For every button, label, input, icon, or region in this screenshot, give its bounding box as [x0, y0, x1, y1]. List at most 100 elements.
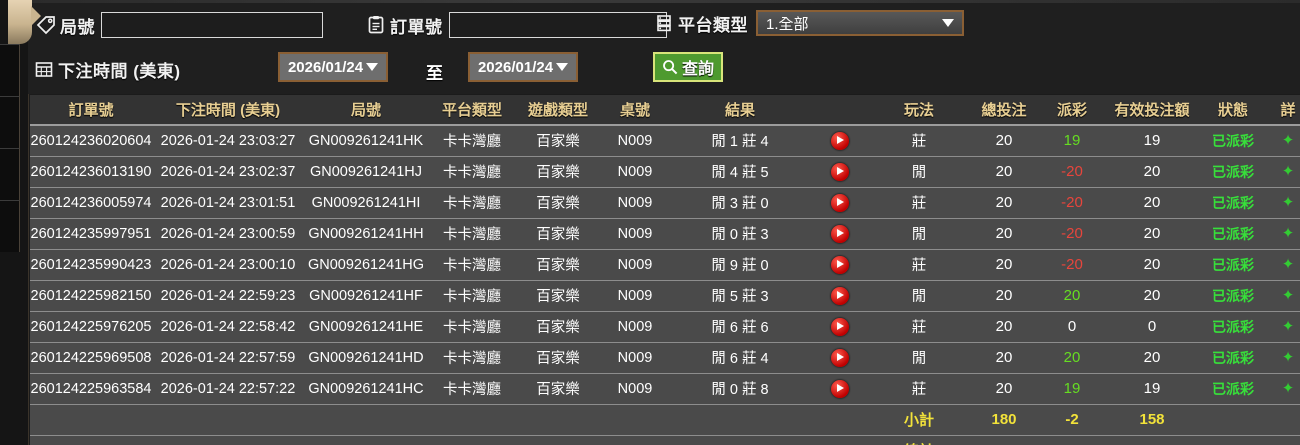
play-icon[interactable] — [831, 255, 849, 274]
cell-bet-mode: 閒 — [870, 218, 968, 250]
cell-replay[interactable] — [810, 342, 870, 374]
cell-table-no: N009 — [600, 156, 670, 188]
cell-total-bet: 20 — [968, 124, 1040, 157]
bet-time-from-group: 2026/01/24 — [278, 52, 388, 82]
col-result[interactable]: 結果 — [670, 95, 810, 126]
rail-tab-2[interactable] — [0, 96, 20, 148]
table-header-row: 訂單號 下注時間 (美東) 局號 平台類型 遊戲類型 桌號 結果 玩法 總投注 … — [30, 95, 1300, 126]
cell-detail[interactable]: ✦ — [1266, 342, 1300, 374]
cell-total-bet: 20 — [968, 342, 1040, 374]
table-row[interactable]: 260124236005974 2026-01-24 23:01:51 GN0092… — [30, 187, 1300, 219]
col-total-bet[interactable]: 總投注 — [968, 95, 1040, 126]
cell-valid-bet: 20 — [1104, 342, 1200, 374]
detail-icon[interactable]: ✦ — [1281, 224, 1295, 242]
col-game-type[interactable]: 遊戲類型 — [516, 95, 600, 126]
cell-detail[interactable]: ✦ — [1266, 249, 1300, 281]
detail-icon[interactable]: ✦ — [1281, 348, 1295, 366]
cell-game-no: GN009261241HF — [304, 280, 428, 312]
cell-table-no: N009 — [600, 218, 670, 250]
rail-tab-4[interactable] — [0, 200, 20, 252]
cell-replay[interactable] — [810, 187, 870, 219]
col-detail[interactable]: 詳 — [1266, 95, 1300, 126]
cell-bet-mode: 閒 — [870, 342, 968, 374]
col-platform[interactable]: 平台類型 — [428, 95, 516, 126]
detail-icon[interactable]: ✦ — [1281, 193, 1295, 211]
detail-icon[interactable]: ✦ — [1281, 286, 1295, 304]
col-game-no[interactable]: 局號 — [304, 95, 428, 126]
cell-replay[interactable] — [810, 249, 870, 281]
detail-icon[interactable]: ✦ — [1281, 131, 1295, 149]
bet-time-from-datepicker[interactable]: 2026/01/24 — [278, 52, 388, 82]
rail-tab-3[interactable] — [0, 148, 20, 200]
cell-platform: 卡卡灣廳 — [428, 342, 516, 374]
col-table-no[interactable]: 桌號 — [600, 95, 670, 126]
table-row[interactable]: 260124225976205 2026-01-24 22:58:42 GN0092… — [30, 311, 1300, 343]
platform-type-select[interactable]: 1.全部 — [756, 10, 964, 36]
bet-time-to-datepicker[interactable]: 2026/01/24 — [468, 52, 578, 82]
play-icon[interactable] — [831, 379, 849, 398]
col-bet-time[interactable]: 下注時間 (美東) — [152, 95, 304, 126]
cell-detail[interactable]: ✦ — [1266, 311, 1300, 343]
table-row[interactable]: 260124225969508 2026-01-24 22:57:59 GN0092… — [30, 342, 1300, 374]
play-icon[interactable] — [831, 193, 849, 212]
cell-replay[interactable] — [810, 373, 870, 405]
table-row[interactable]: 260124235997951 2026-01-24 23:00:59 GN0092… — [30, 218, 1300, 250]
play-icon[interactable] — [831, 286, 849, 305]
calendar-icon — [34, 59, 54, 79]
cell-replay[interactable] — [810, 218, 870, 250]
summary-row: 小計 180 -2 158 — [30, 404, 1300, 436]
rail-tab-1[interactable] — [0, 44, 20, 96]
cell-detail[interactable]: ✦ — [1266, 156, 1300, 188]
play-icon[interactable] — [831, 224, 849, 243]
col-status[interactable]: 狀態 — [1200, 95, 1266, 126]
cell-replay[interactable] — [810, 156, 870, 188]
game-no-input[interactable] — [101, 12, 323, 38]
cell-order-no: 260124225963584 — [30, 373, 152, 405]
cell-valid-bet: 19 — [1104, 124, 1200, 157]
bet-time-separator: 至 — [426, 63, 443, 83]
col-valid-bet[interactable]: 有效投注額 — [1104, 95, 1200, 126]
cell-bet-time: 2026-01-24 22:59:23 — [152, 280, 304, 312]
cell-platform: 卡卡灣廳 — [428, 218, 516, 250]
play-icon[interactable] — [831, 317, 849, 336]
play-icon[interactable] — [831, 131, 849, 150]
filter-row-bottom: 下注時間 (美東) 2026/01/24 至 2026/01/24 — [28, 52, 1300, 90]
bet-time-to-group: 2026/01/24 — [468, 52, 578, 82]
cell-detail[interactable]: ✦ — [1266, 124, 1300, 157]
table-row[interactable]: 260124236013190 2026-01-24 23:02:37 GN0092… — [30, 156, 1300, 188]
cell-detail[interactable]: ✦ — [1266, 373, 1300, 405]
cell-detail[interactable]: ✦ — [1266, 218, 1300, 250]
summary-valid-bet: 158 — [1104, 435, 1200, 445]
table-row[interactable]: 260124236020604 2026-01-24 23:03:27 GN0092… — [30, 124, 1300, 157]
order-no-input[interactable] — [448, 12, 667, 38]
play-icon[interactable] — [831, 162, 849, 181]
cell-replay[interactable] — [810, 311, 870, 343]
table-row[interactable]: 260124235990423 2026-01-24 23:00:10 GN0092… — [30, 249, 1300, 281]
col-bet-mode[interactable]: 玩法 — [870, 95, 968, 126]
detail-icon[interactable]: ✦ — [1281, 317, 1295, 335]
detail-icon[interactable]: ✦ — [1281, 162, 1295, 180]
cell-detail[interactable]: ✦ — [1266, 280, 1300, 312]
cell-order-no: 260124225969508 — [30, 342, 152, 374]
cell-result: 閒 6 莊 6 — [670, 311, 810, 343]
table-row[interactable]: 260124225963584 2026-01-24 22:57:22 GN0092… — [30, 373, 1300, 405]
cell-detail[interactable]: ✦ — [1266, 187, 1300, 219]
cell-order-no: 260124235997951 — [30, 218, 152, 250]
cell-replay[interactable] — [810, 280, 870, 312]
cell-game-type: 百家樂 — [516, 187, 600, 219]
cell-bet-time: 2026-01-24 23:02:37 — [152, 156, 304, 188]
detail-icon[interactable]: ✦ — [1281, 379, 1295, 397]
cell-table-no: N009 — [600, 249, 670, 281]
col-payout[interactable]: 派彩 — [1040, 95, 1104, 126]
sidebar-expand-handle[interactable] — [8, 0, 41, 44]
play-icon[interactable] — [831, 348, 849, 367]
search-button[interactable]: 查詢 — [653, 52, 724, 82]
cell-replay[interactable] — [810, 124, 870, 157]
col-order-no[interactable]: 訂單號 — [30, 95, 152, 126]
table-row[interactable]: 260124225982150 2026-01-24 22:59:23 GN0092… — [30, 280, 1300, 312]
cell-payout: -20 — [1040, 249, 1104, 281]
status-badge: 已派彩 — [1200, 218, 1266, 250]
status-badge: 已派彩 — [1200, 342, 1266, 374]
detail-icon[interactable]: ✦ — [1281, 255, 1295, 273]
cell-bet-time: 2026-01-24 23:00:59 — [152, 218, 304, 250]
